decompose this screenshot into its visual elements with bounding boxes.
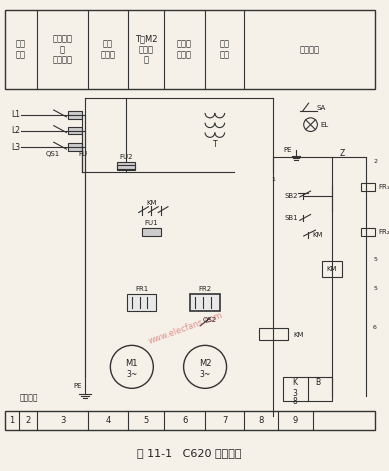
Text: FU: FU: [78, 151, 87, 157]
Text: 5: 5: [373, 257, 377, 262]
Bar: [361, 228, 375, 236]
Text: 8: 8: [259, 416, 264, 425]
Bar: [5, 10, 375, 89]
Text: 电源开关
及
短路保护: 电源开关 及 短路保护: [53, 34, 72, 65]
Text: 6: 6: [373, 325, 377, 330]
Text: 图 11-1   C620 机床电路: 图 11-1 C620 机床电路: [137, 448, 242, 458]
Text: 6: 6: [182, 416, 187, 425]
Bar: [5, 411, 375, 430]
Text: FR2: FR2: [198, 286, 212, 292]
Text: www.elecfans.com: www.elecfans.com: [147, 310, 224, 345]
Bar: [142, 228, 161, 236]
Text: FR₂: FR₂: [378, 229, 389, 235]
Text: 8: 8: [293, 397, 297, 406]
Text: 3~: 3~: [126, 370, 137, 379]
Text: 3: 3: [293, 389, 297, 398]
Text: 冷却泵
电动机: 冷却泵 电动机: [177, 40, 192, 59]
Text: SA: SA: [316, 105, 326, 111]
Text: EL: EL: [320, 122, 329, 128]
Text: KM: KM: [312, 232, 323, 238]
Bar: [361, 183, 375, 191]
Text: 1: 1: [272, 177, 275, 182]
Text: 主拖
电动机: 主拖 电动机: [100, 40, 116, 59]
Bar: [117, 165, 135, 169]
Bar: [68, 127, 82, 134]
Text: Z: Z: [339, 149, 344, 158]
Text: 3: 3: [60, 416, 65, 425]
Text: KM: KM: [327, 266, 337, 272]
Text: 2: 2: [25, 416, 30, 425]
Text: 9: 9: [293, 416, 298, 425]
Text: 7: 7: [222, 416, 227, 425]
Bar: [68, 143, 82, 151]
Text: M2: M2: [199, 359, 211, 368]
Text: KM: KM: [293, 332, 303, 338]
Bar: [127, 293, 156, 311]
Text: KM: KM: [146, 200, 157, 206]
Text: L1: L1: [12, 110, 21, 119]
Bar: [259, 328, 288, 340]
Text: QS1: QS1: [46, 151, 60, 157]
Text: 5: 5: [373, 286, 377, 291]
Bar: [68, 111, 82, 119]
Text: M1: M1: [126, 359, 138, 368]
Text: PE: PE: [73, 383, 81, 390]
Text: FR1: FR1: [135, 286, 148, 292]
Text: FU1: FU1: [145, 220, 158, 226]
Text: 4: 4: [105, 416, 110, 425]
Text: FU2: FU2: [119, 154, 133, 160]
Text: SB2: SB2: [284, 193, 298, 199]
Bar: [191, 293, 220, 311]
Bar: [117, 162, 135, 170]
Text: 1: 1: [9, 416, 14, 425]
Text: QS2: QS2: [203, 317, 217, 323]
Text: 引入
电源: 引入 电源: [16, 40, 26, 59]
Bar: [283, 377, 332, 401]
Text: T: T: [212, 140, 217, 149]
Text: B: B: [315, 378, 320, 387]
Text: SB1: SB1: [284, 215, 298, 221]
Text: FR₁: FR₁: [378, 184, 389, 190]
Text: L2: L2: [12, 126, 21, 135]
Text: 控制电路: 控制电路: [300, 45, 320, 54]
Text: 2: 2: [373, 159, 377, 164]
Text: 3~: 3~: [200, 370, 211, 379]
Bar: [322, 261, 342, 277]
Text: 照明
控制: 照明 控制: [220, 40, 230, 59]
Text: 5: 5: [144, 416, 149, 425]
Text: PE: PE: [284, 147, 293, 153]
Text: K: K: [293, 378, 298, 387]
Text: T和M2
短路保
护: T和M2 短路保 护: [135, 34, 157, 65]
Text: L3: L3: [12, 143, 21, 152]
Text: 线路区号: 线路区号: [19, 394, 38, 403]
